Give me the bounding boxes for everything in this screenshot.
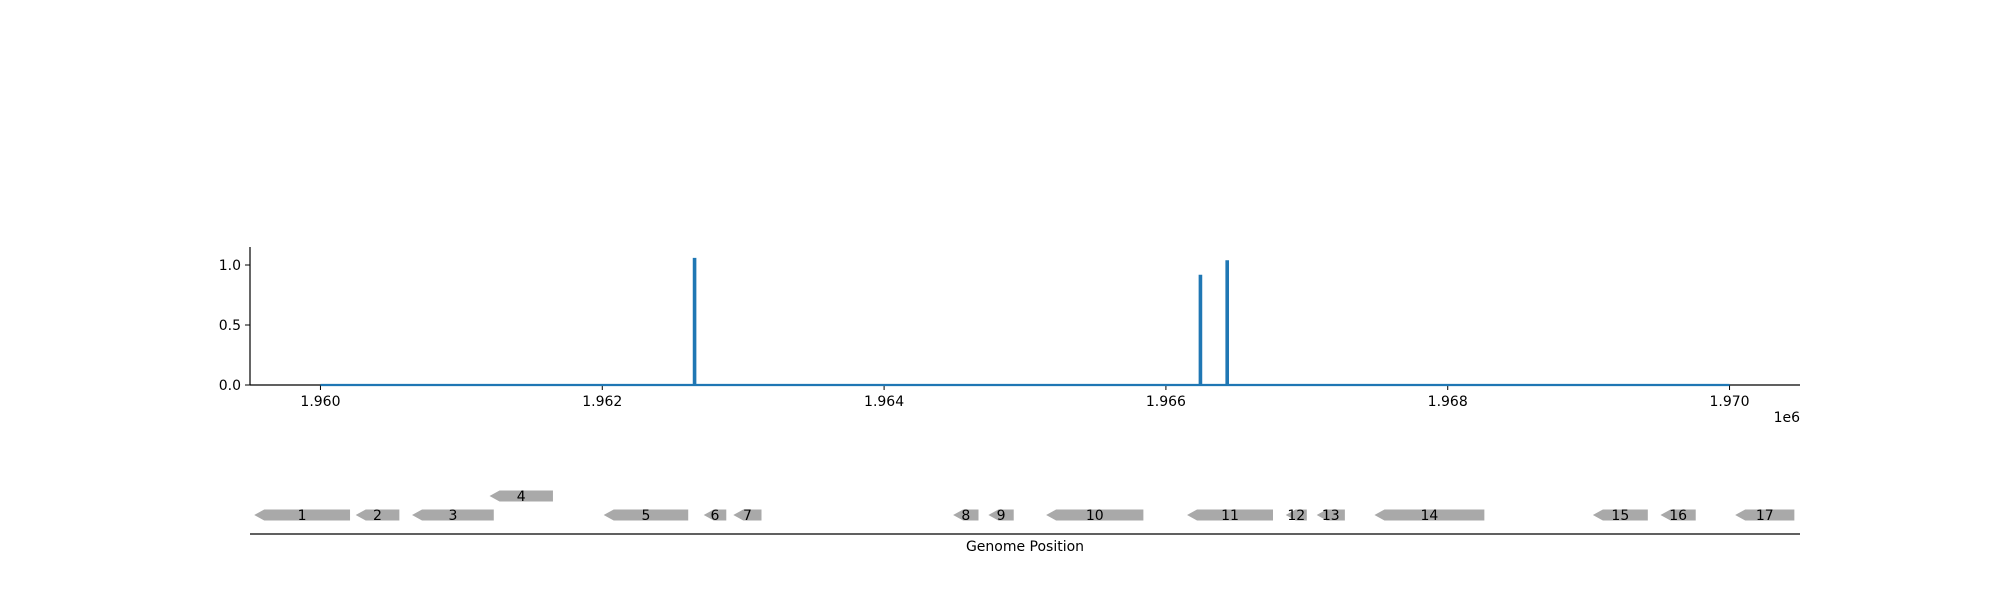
gene-arrow	[355, 509, 400, 521]
gene-arrow	[1285, 509, 1307, 521]
gene-label: 14	[1420, 508, 1438, 524]
gene-arrow	[953, 509, 979, 521]
gene-label: 8	[961, 508, 970, 524]
gene-label: 10	[1086, 508, 1104, 524]
gene-label: 15	[1611, 508, 1629, 524]
x-axis-offset-label: 1e6	[1774, 410, 1801, 426]
gene-label: 6	[711, 508, 720, 524]
gene-arrow	[1660, 509, 1696, 521]
gene-label: 1	[298, 508, 307, 524]
gene-arrow	[254, 509, 351, 521]
x-tick-label: 1.970	[1709, 394, 1749, 410]
plot-area	[249, 247, 1800, 386]
gene-arrow	[733, 509, 762, 521]
gene-label: 17	[1756, 508, 1774, 524]
gene-label: 12	[1287, 508, 1305, 524]
x-axis: 1.960 1.962 1.964 1.966 1.968 1.970	[300, 385, 1750, 410]
gene-label: 7	[743, 508, 752, 524]
y-tick-label: 0.5	[219, 318, 241, 334]
gene-track: 1 2 345 6 7 8 9 10 11 12 13 14 15 16 17	[250, 489, 1800, 535]
gene-label: 3	[448, 508, 457, 524]
gene-arrow	[1735, 509, 1795, 521]
gene-label: 2	[373, 508, 382, 524]
y-tick-label: 1.0	[219, 258, 241, 274]
gene-label: 9	[997, 508, 1006, 524]
gene-arrow	[1592, 509, 1648, 521]
gene-arrow	[412, 509, 494, 521]
gene-arrow	[988, 509, 1014, 521]
series-group	[320, 257, 1730, 387]
gene-arrow	[603, 509, 689, 521]
x-tick-label: 1.962	[582, 394, 622, 410]
x-tick-label: 1.960	[300, 394, 340, 410]
gene-arrow	[1046, 509, 1144, 521]
gene-label: 4	[517, 489, 526, 505]
gene-arrow	[703, 509, 727, 521]
gene-label: 5	[641, 508, 650, 524]
x-tick-label: 1.968	[1428, 394, 1468, 410]
y-axis: 0.0 0.5 1.0	[219, 258, 250, 394]
x-tick-label: 1.964	[864, 394, 904, 410]
gene-track-xlabel: Genome Position	[966, 539, 1084, 555]
gene-arrow	[1187, 509, 1273, 521]
gene-arrow	[489, 490, 553, 502]
gene-arrow	[1316, 509, 1345, 521]
y-tick-label: 0.0	[219, 378, 241, 394]
gene-label: 11	[1221, 508, 1239, 524]
gene-arrow	[1374, 509, 1485, 521]
gene-label: 13	[1322, 508, 1340, 524]
x-tick-label: 1.966	[1146, 394, 1186, 410]
series-line	[320, 257, 1730, 387]
gene-label: 16	[1669, 508, 1687, 524]
